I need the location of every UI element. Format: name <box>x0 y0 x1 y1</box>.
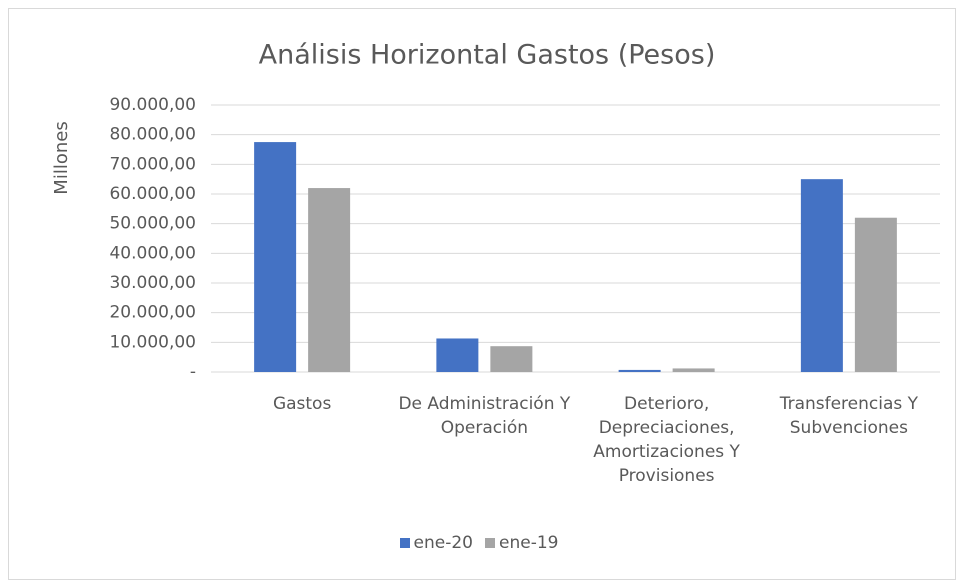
bar <box>854 217 897 372</box>
y-tick-label: - <box>190 362 196 382</box>
bar <box>618 369 661 372</box>
legend-label: ene-20 <box>413 533 473 553</box>
y-tick-label: 70.000,00 <box>109 154 196 174</box>
y-axis-label: Millones <box>51 121 72 194</box>
y-tick-label: 90.000,00 <box>109 95 196 115</box>
bar <box>308 188 351 372</box>
legend-item: ene-19 <box>485 533 558 553</box>
y-tick-label: 10.000,00 <box>109 332 196 352</box>
y-tick-label: 50.000,00 <box>109 214 196 234</box>
x-tick-label: Transferencias Y Subvenciones <box>779 394 919 438</box>
bar <box>436 338 479 372</box>
legend-item: ene-20 <box>399 533 473 553</box>
legend-swatch <box>485 538 495 548</box>
y-tick-label: 40.000,00 <box>109 243 196 263</box>
x-tick-label: Gastos <box>272 394 332 414</box>
chart-frame <box>8 8 956 580</box>
x-tick-label: Deterioro, Depreciaciones, Amortizacione… <box>593 394 740 486</box>
chart-title: Análisis Horizontal Gastos (Pesos) <box>259 40 716 71</box>
bar <box>490 346 533 372</box>
legend-label: ene-19 <box>499 533 559 553</box>
y-tick-label: 80.000,00 <box>109 125 196 145</box>
y-tick-label: 20.000,00 <box>109 303 196 323</box>
x-tick-label: De Administración Y Operación <box>398 394 571 438</box>
y-tick-label: 60.000,00 <box>109 184 196 204</box>
legend: ene-20 ene-19 <box>0 533 958 553</box>
legend-swatch <box>399 538 410 548</box>
bar <box>800 179 843 372</box>
y-tick-label: 30.000,00 <box>109 273 196 293</box>
bar <box>254 142 297 372</box>
bar <box>672 368 715 372</box>
